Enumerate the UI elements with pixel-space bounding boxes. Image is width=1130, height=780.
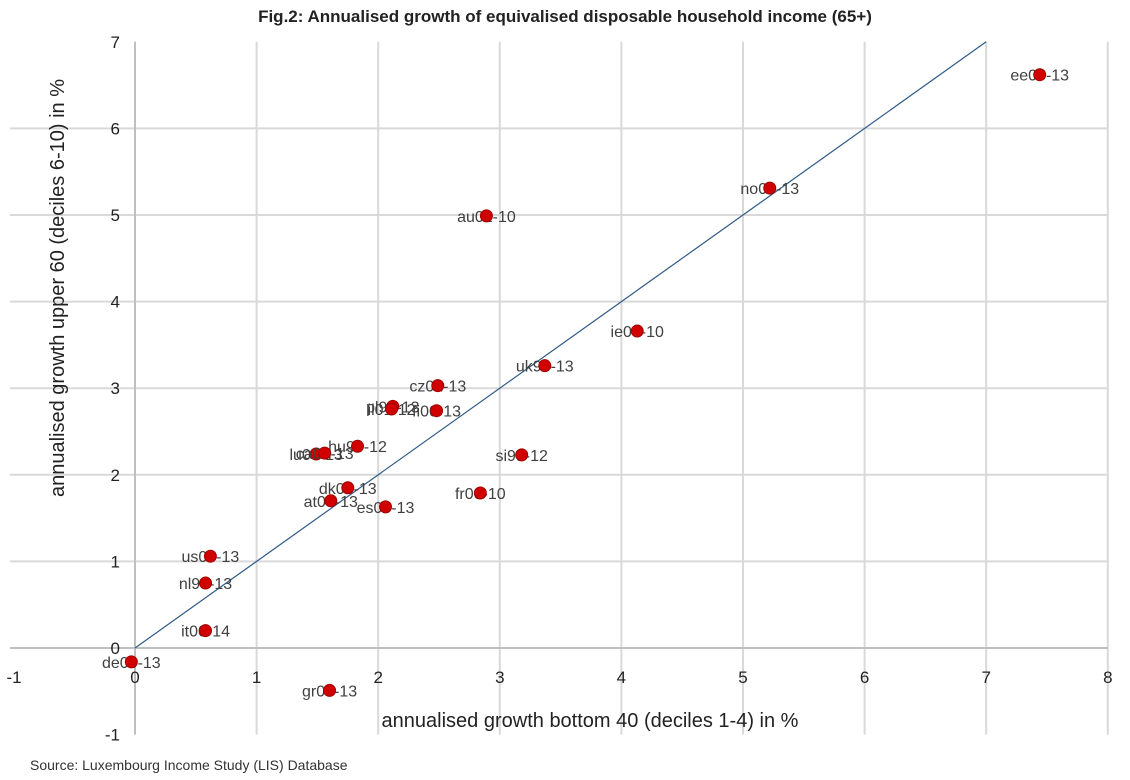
axes — [10, 41, 1108, 735]
data-point — [385, 402, 399, 416]
data-point — [318, 446, 332, 460]
data-point — [430, 404, 444, 418]
source-note: Source: Luxembourg Income Study (LIS) Da… — [30, 757, 348, 773]
x-tick-label: 2 — [373, 668, 382, 687]
data-point — [203, 549, 217, 563]
y-tick-label: 2 — [111, 466, 120, 485]
x-tick-label: 0 — [130, 668, 139, 687]
chart-title: Fig.2: Annualised growth of equivalised … — [258, 7, 872, 26]
y-tick-label: 6 — [111, 119, 120, 138]
y-tick-label: 4 — [111, 293, 120, 312]
x-tick-label: 3 — [495, 668, 504, 687]
data-point — [1033, 68, 1047, 82]
data-point — [473, 486, 487, 500]
y-tick-label: 5 — [111, 206, 120, 225]
x-tick-label: 4 — [617, 668, 626, 687]
y-tick-label: 1 — [111, 552, 120, 571]
data-point — [323, 683, 337, 697]
x-tick-label: 5 — [738, 668, 747, 687]
data-point — [431, 379, 445, 393]
data-points: ee00-13no00-13au01-10ie00-10uk99-13cz02-… — [102, 68, 1069, 701]
y-tick-label: -1 — [105, 726, 120, 745]
x-tick-label: -1 — [6, 668, 21, 687]
data-point — [763, 181, 777, 195]
data-point — [515, 448, 529, 462]
data-point — [351, 439, 365, 453]
y-tick-label: 3 — [111, 379, 120, 398]
x-tick-label: 6 — [860, 668, 869, 687]
data-point — [124, 655, 138, 669]
reference-line — [134, 41, 987, 649]
data-point — [341, 481, 355, 495]
data-point — [378, 500, 392, 514]
data-point — [324, 494, 338, 508]
x-axis-label: annualised growth bottom 40 (deciles 1-4… — [382, 710, 799, 732]
data-point — [630, 324, 644, 338]
tick-labels: -1 0 1 2 3 4 5 6 7 8 -1 0 1 2 3 4 5 6 7 — [6, 33, 1112, 745]
x-tick-label: 1 — [252, 668, 261, 687]
data-point — [479, 209, 493, 223]
x-tick-label: 8 — [1103, 668, 1112, 687]
gridlines — [10, 41, 1109, 735]
y-tick-label: 7 — [111, 33, 120, 52]
data-point — [199, 624, 213, 638]
y-axis-label: annualised growth upper 60 (deciles 6-10… — [47, 79, 69, 497]
y-tick-label: 0 — [111, 639, 120, 658]
x-tick-label: 7 — [981, 668, 990, 687]
data-point — [538, 359, 552, 373]
data-point — [199, 576, 213, 590]
